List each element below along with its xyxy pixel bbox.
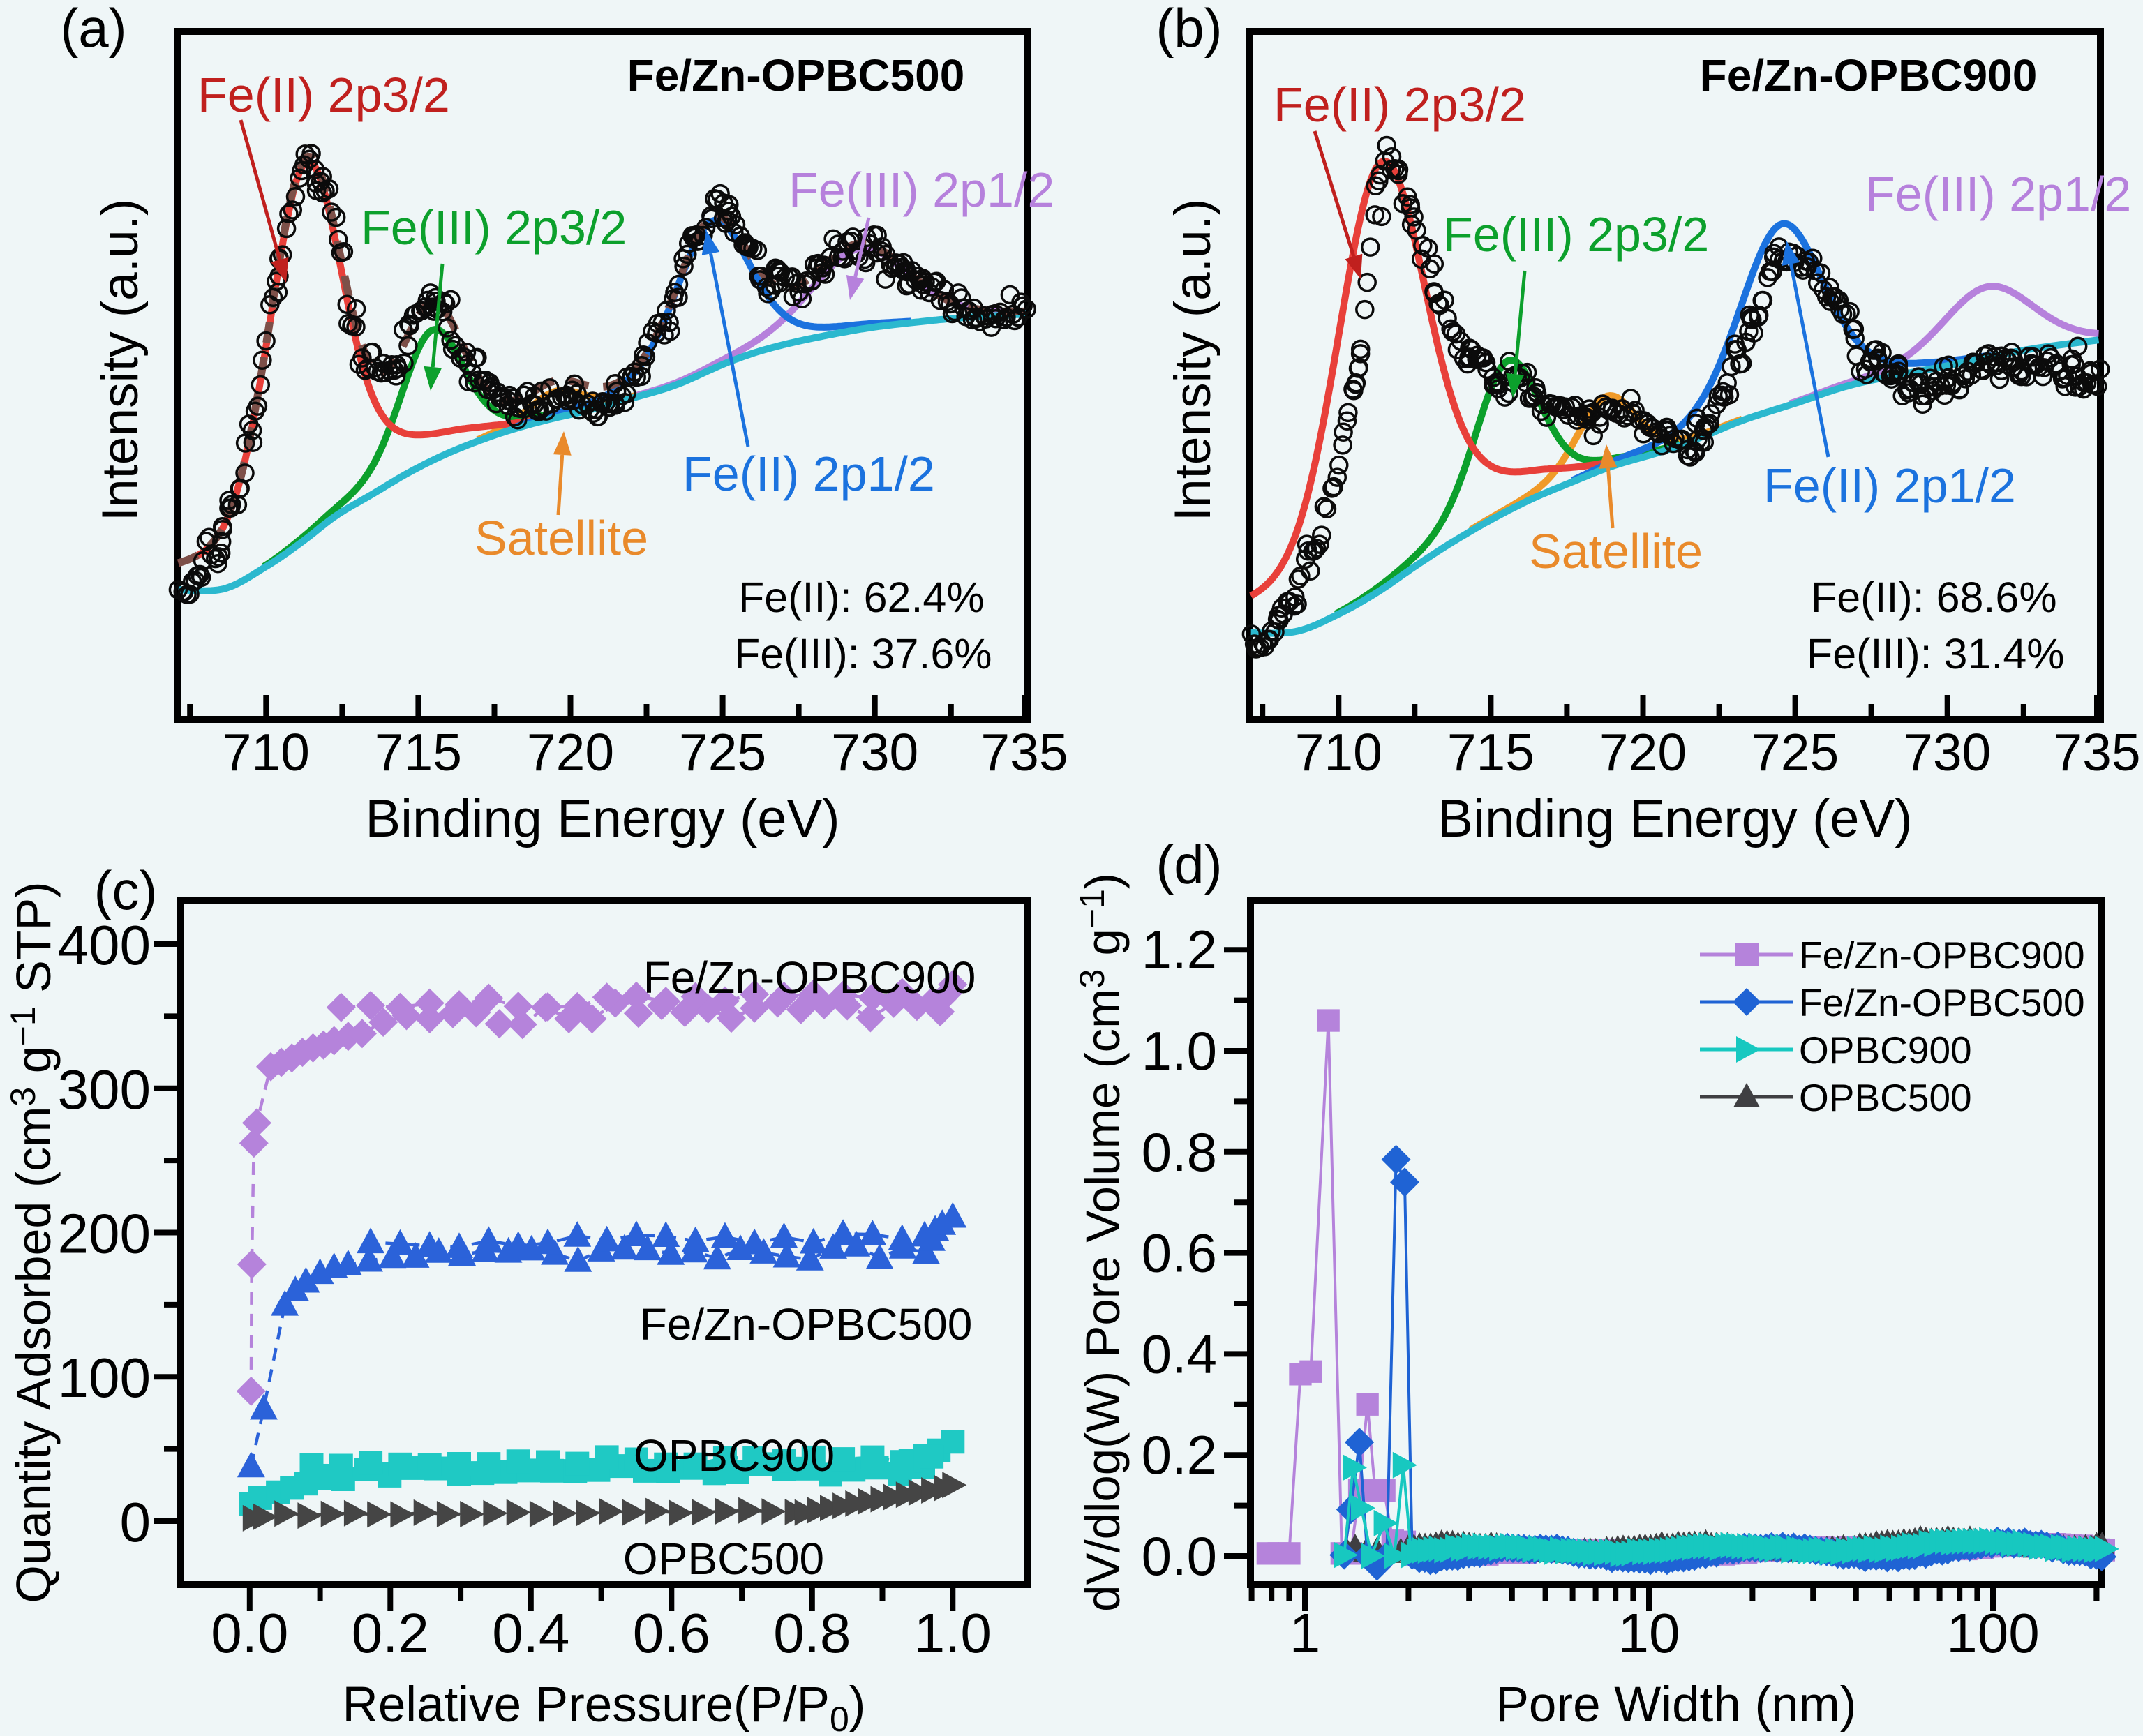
svg-text:(d): (d) <box>1156 834 1222 895</box>
svg-text:OPBC500: OPBC500 <box>1799 1076 1972 1119</box>
svg-text:Binding Energy (eV): Binding Energy (eV) <box>365 789 839 848</box>
svg-text:Fe/Zn-OPBC500: Fe/Zn-OPBC500 <box>1799 981 2085 1024</box>
svg-text:735: 735 <box>2053 723 2140 781</box>
svg-text:Fe(III) 2p1/2: Fe(III) 2p1/2 <box>789 163 1054 217</box>
svg-text:Intensity (a.u.): Intensity (a.u.) <box>92 199 149 522</box>
svg-text:Fe(II) 2p1/2: Fe(II) 2p1/2 <box>682 447 935 501</box>
svg-text:400: 400 <box>58 914 151 976</box>
svg-text:715: 715 <box>375 723 462 781</box>
svg-text:OPBC500: OPBC500 <box>623 1534 824 1584</box>
svg-text:1.0: 1.0 <box>1142 1020 1217 1082</box>
svg-text:Intensity (a.u.): Intensity (a.u.) <box>1165 199 1221 522</box>
svg-text:Fe(II) 2p3/2: Fe(II) 2p3/2 <box>1274 77 1526 132</box>
svg-text:(a): (a) <box>60 0 126 59</box>
svg-text:Fe(III) 2p3/2: Fe(III) 2p3/2 <box>361 200 627 255</box>
svg-text:Fe(II): 62.4%: Fe(II): 62.4% <box>738 574 985 621</box>
svg-text:Fe(II) 2p1/2: Fe(II) 2p1/2 <box>1763 458 2016 513</box>
svg-text:Binding Energy (eV): Binding Energy (eV) <box>1438 789 1912 848</box>
svg-text:Fe(III) 2p3/2: Fe(III) 2p3/2 <box>1443 207 1709 262</box>
svg-text:Pore Width (nm): Pore Width (nm) <box>1496 1677 1857 1733</box>
svg-text:200: 200 <box>58 1203 151 1265</box>
svg-text:Fe(II) 2p3/2: Fe(II) 2p3/2 <box>197 68 450 122</box>
svg-text:0.4: 0.4 <box>492 1602 569 1664</box>
svg-text:Fe/Zn-OPBC900: Fe/Zn-OPBC900 <box>1799 934 2085 977</box>
svg-text:0.4: 0.4 <box>1142 1323 1217 1384</box>
svg-text:725: 725 <box>679 723 766 781</box>
svg-text:Satellite: Satellite <box>1529 524 1703 578</box>
svg-text:dV/dlog(W) Pore Volume (cm3 g−: dV/dlog(W) Pore Volume (cm3 g−1) <box>1073 873 1130 1612</box>
svg-text:Fe/Zn-OPBC900: Fe/Zn-OPBC900 <box>1700 50 2038 100</box>
svg-text:0.2: 0.2 <box>1142 1424 1217 1486</box>
svg-text:715: 715 <box>1447 723 1535 781</box>
svg-text:10: 10 <box>1618 1602 1680 1664</box>
svg-text:1.0: 1.0 <box>914 1602 992 1664</box>
svg-text:730: 730 <box>1904 723 1991 781</box>
svg-text:0.6: 0.6 <box>633 1602 710 1664</box>
svg-text:OPBC900: OPBC900 <box>634 1430 835 1481</box>
svg-text:710: 710 <box>223 723 310 781</box>
svg-text:Fe(III) 2p1/2: Fe(III) 2p1/2 <box>1865 167 2131 221</box>
svg-text:0.8: 0.8 <box>1142 1121 1217 1183</box>
svg-text:OPBC900: OPBC900 <box>1799 1028 1972 1072</box>
svg-text:0: 0 <box>120 1491 151 1553</box>
svg-text:(c): (c) <box>94 860 158 921</box>
svg-text:720: 720 <box>527 723 614 781</box>
svg-text:Fe(II): 68.6%: Fe(II): 68.6% <box>1811 574 2057 621</box>
svg-text:0.2: 0.2 <box>352 1602 429 1664</box>
svg-text:0.8: 0.8 <box>773 1602 851 1664</box>
svg-text:Fe/Zn-OPBC500: Fe/Zn-OPBC500 <box>627 50 965 100</box>
svg-text:720: 720 <box>1599 723 1687 781</box>
svg-text:730: 730 <box>831 723 918 781</box>
svg-text:0.6: 0.6 <box>1142 1222 1217 1284</box>
svg-text:100: 100 <box>58 1347 151 1409</box>
svg-text:710: 710 <box>1295 723 1382 781</box>
svg-text:100: 100 <box>1946 1602 2039 1664</box>
svg-text:725: 725 <box>1752 723 1839 781</box>
svg-text:Fe/Zn-OPBC500: Fe/Zn-OPBC500 <box>640 1299 973 1349</box>
svg-text:1: 1 <box>1290 1602 1321 1664</box>
svg-text:300: 300 <box>58 1058 151 1121</box>
svg-text:Satellite: Satellite <box>475 511 648 565</box>
svg-text:1.2: 1.2 <box>1142 919 1217 980</box>
svg-text:0.0: 0.0 <box>1142 1525 1217 1587</box>
svg-text:Relative Pressure(P/P0): Relative Pressure(P/P0) <box>343 1677 866 1736</box>
svg-text:Fe(III): 31.4%: Fe(III): 31.4% <box>1807 630 2065 678</box>
svg-text:(b): (b) <box>1156 0 1222 59</box>
svg-text:Fe(III): 37.6%: Fe(III): 37.6% <box>734 630 992 678</box>
svg-text:Fe/Zn-OPBC900: Fe/Zn-OPBC900 <box>643 952 976 1003</box>
svg-text:0.0: 0.0 <box>211 1602 288 1664</box>
svg-text:Quantity Adsorbed (cm3 g−1 STP: Quantity Adsorbed (cm3 g−1 STP) <box>3 881 61 1603</box>
svg-text:735: 735 <box>980 723 1068 781</box>
